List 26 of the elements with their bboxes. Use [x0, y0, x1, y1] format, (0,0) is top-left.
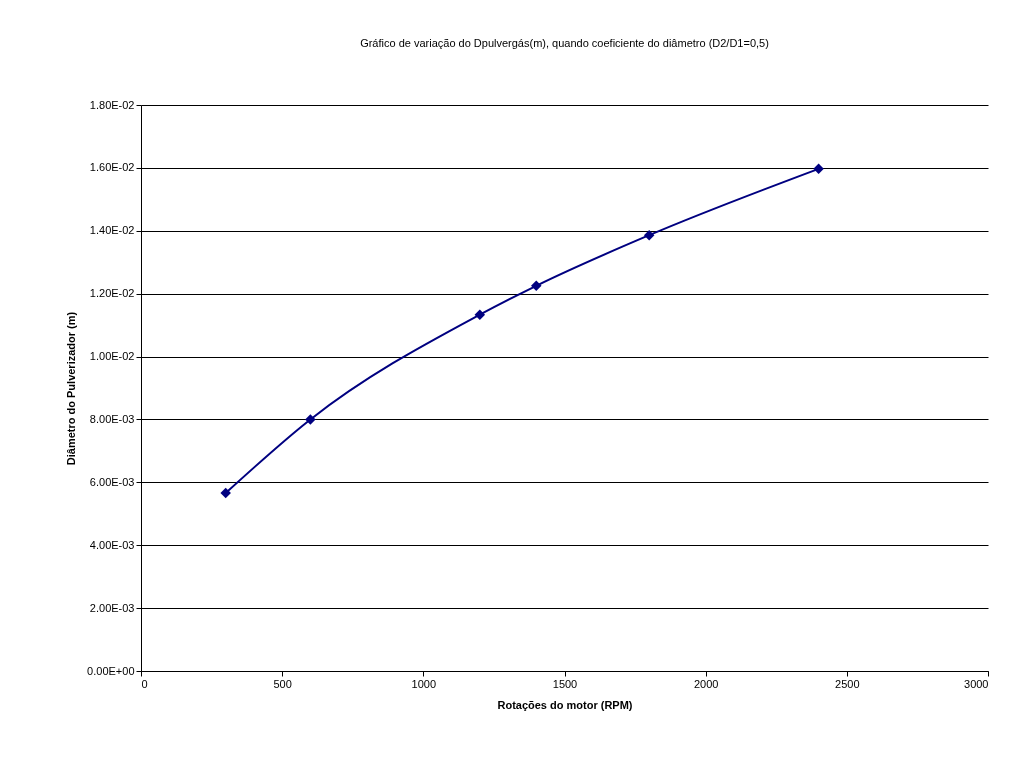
- y-tick-label: 1.40E-02: [89, 224, 135, 237]
- point: [474, 309, 486, 320]
- x-tick-label: 1500: [552, 677, 578, 690]
- point: [531, 280, 542, 292]
- x-tick-label: 0: [141, 677, 148, 690]
- x-tick-label: 500: [273, 677, 292, 690]
- x-tick-label: 2000: [693, 677, 719, 690]
- y-tick-label: 6.00E-03: [89, 475, 135, 488]
- y-tick-label: 4.00E-03: [89, 538, 135, 551]
- y-tick-label: 1.80E-02: [89, 98, 135, 111]
- point: [643, 229, 655, 241]
- y-tick-label: 8.00E-03: [89, 412, 135, 425]
- y-tick-label: 1.60E-02: [89, 161, 135, 174]
- point: [305, 414, 316, 425]
- y-tick-label: 1.00E-02: [89, 350, 135, 363]
- x-tick-label: 1000: [411, 677, 437, 690]
- y-tick-label: 1.20E-02: [89, 287, 135, 300]
- x-tick-label: 2500: [835, 677, 860, 690]
- x-axis-title: Rotações do motor (RPM): [497, 698, 633, 711]
- x-tick-label: 3000: [964, 677, 989, 690]
- y-tick-label: 0.00E+00: [87, 664, 135, 677]
- chart-title: Gráfico de variação do Dpulvergás(m), quando coeficiente do diâmetro (D2/D1=0,5): [360, 37, 769, 49]
- point: [813, 163, 824, 175]
- y-tick-label: 2.00E-03: [89, 601, 135, 614]
- point: [220, 487, 231, 499]
- y-axis-title: Diâmetro do Pulverizador (m): [65, 311, 78, 466]
